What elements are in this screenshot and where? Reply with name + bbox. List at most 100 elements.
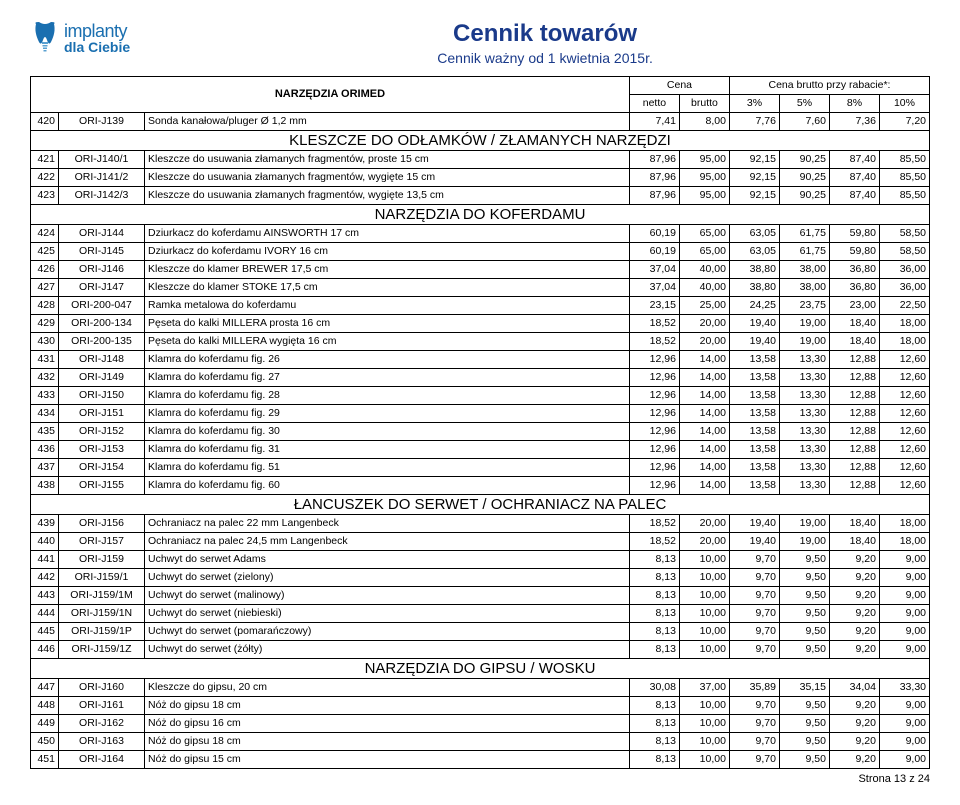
- row-index: 424: [31, 225, 59, 243]
- price-10pct: 7,20: [879, 113, 929, 131]
- price-10pct: 9,00: [879, 641, 929, 659]
- product-code: ORI-J153: [59, 441, 145, 459]
- table-row: 448ORI-J161Nóż do gipsu 18 cm8,1310,009,…: [31, 697, 930, 715]
- price-10pct: 9,00: [879, 569, 929, 587]
- product-desc: Uchwyt do serwet (malinowy): [145, 587, 630, 605]
- product-code: ORI-J147: [59, 279, 145, 297]
- price-10pct: 12,60: [879, 369, 929, 387]
- product-code: ORI-J159/1Z: [59, 641, 145, 659]
- price-brutto: 10,00: [679, 697, 729, 715]
- logo: implanty dla Ciebie: [30, 20, 130, 56]
- price-3pct: 19,40: [729, 333, 779, 351]
- section-title: NARZĘDZIA DO KOFERDAMU: [31, 205, 930, 225]
- product-desc: Ochraniacz na palec 22 mm Langenbeck: [145, 515, 630, 533]
- price-brutto: 95,00: [679, 151, 729, 169]
- price-5pct: 23,75: [779, 297, 829, 315]
- price-5pct: 13,30: [779, 459, 829, 477]
- table-row: 426ORI-J146Kleszcze do klamer BREWER 17,…: [31, 261, 930, 279]
- table-row: 422ORI-J141/2Kleszcze do usuwania złaman…: [31, 169, 930, 187]
- price-brutto: 20,00: [679, 333, 729, 351]
- table-row: 438ORI-J155Klamra do koferdamu fig. 6012…: [31, 477, 930, 495]
- price-3pct: 92,15: [729, 187, 779, 205]
- price-netto: 12,96: [629, 459, 679, 477]
- product-desc: Kleszcze do klamer STOKE 17,5 cm: [145, 279, 630, 297]
- table-row: ŁANCUSZEK DO SERWET / OCHRANIACZ NA PALE…: [31, 495, 930, 515]
- header-netto: netto: [629, 95, 679, 113]
- price-netto: 87,96: [629, 187, 679, 205]
- row-index: 439: [31, 515, 59, 533]
- row-index: 422: [31, 169, 59, 187]
- price-5pct: 13,30: [779, 477, 829, 495]
- price-8pct: 18,40: [829, 333, 879, 351]
- table-row: 423ORI-J142/3Kleszcze do usuwania złaman…: [31, 187, 930, 205]
- price-3pct: 24,25: [729, 297, 779, 315]
- price-netto: 12,96: [629, 369, 679, 387]
- price-8pct: 9,20: [829, 715, 879, 733]
- product-desc: Klamra do koferdamu fig. 26: [145, 351, 630, 369]
- price-5pct: 90,25: [779, 187, 829, 205]
- table-row: 427ORI-J147Kleszcze do klamer STOKE 17,5…: [31, 279, 930, 297]
- price-brutto: 10,00: [679, 605, 729, 623]
- price-brutto: 10,00: [679, 751, 729, 769]
- price-netto: 60,19: [629, 225, 679, 243]
- price-netto: 8,13: [629, 587, 679, 605]
- product-desc: Ramka metalowa do koferdamu: [145, 297, 630, 315]
- price-8pct: 12,88: [829, 351, 879, 369]
- price-10pct: 18,00: [879, 533, 929, 551]
- page-header: implanty dla Ciebie Cennik towarów Cenni…: [30, 20, 930, 66]
- product-code: ORI-J162: [59, 715, 145, 733]
- price-netto: 8,13: [629, 751, 679, 769]
- product-code: ORI-J149: [59, 369, 145, 387]
- price-netto: 8,13: [629, 551, 679, 569]
- table-row: KLESZCZE DO ODŁAMKÓW / ZŁAMANYCH NARZĘDZ…: [31, 131, 930, 151]
- price-5pct: 13,30: [779, 351, 829, 369]
- price-brutto: 14,00: [679, 405, 729, 423]
- price-5pct: 9,50: [779, 751, 829, 769]
- header-10pct: 10%: [879, 95, 929, 113]
- price-8pct: 12,88: [829, 477, 879, 495]
- product-code: ORI-J152: [59, 423, 145, 441]
- price-netto: 8,13: [629, 569, 679, 587]
- price-3pct: 92,15: [729, 169, 779, 187]
- price-brutto: 8,00: [679, 113, 729, 131]
- row-index: 438: [31, 477, 59, 495]
- price-10pct: 12,60: [879, 459, 929, 477]
- price-5pct: 9,50: [779, 605, 829, 623]
- product-desc: Kleszcze do usuwania złamanych fragmentó…: [145, 169, 630, 187]
- table-body: 420ORI-J139Sonda kanałowa/pluger Ø 1,2 m…: [31, 113, 930, 769]
- product-code: ORI-J155: [59, 477, 145, 495]
- row-index: 420: [31, 113, 59, 131]
- price-netto: 18,52: [629, 533, 679, 551]
- price-netto: 30,08: [629, 679, 679, 697]
- table-header: NARZĘDZIA ORIMED Cena Cena brutto przy r…: [31, 77, 930, 113]
- price-5pct: 13,30: [779, 441, 829, 459]
- price-3pct: 63,05: [729, 225, 779, 243]
- product-code: ORI-200-134: [59, 315, 145, 333]
- price-3pct: 19,40: [729, 515, 779, 533]
- product-desc: Pęseta do kalki MILLERA prosta 16 cm: [145, 315, 630, 333]
- price-8pct: 87,40: [829, 187, 879, 205]
- product-code: ORI-J151: [59, 405, 145, 423]
- product-desc: Ochraniacz na palec 24,5 mm Langenbeck: [145, 533, 630, 551]
- row-index: 447: [31, 679, 59, 697]
- price-5pct: 9,50: [779, 569, 829, 587]
- table-row: 436ORI-J153Klamra do koferdamu fig. 3112…: [31, 441, 930, 459]
- product-desc: Pęseta do kalki MILLERA wygięta 16 cm: [145, 333, 630, 351]
- price-5pct: 90,25: [779, 169, 829, 187]
- product-code: ORI-J145: [59, 243, 145, 261]
- price-5pct: 19,00: [779, 515, 829, 533]
- price-brutto: 20,00: [679, 515, 729, 533]
- price-8pct: 9,20: [829, 733, 879, 751]
- price-3pct: 38,80: [729, 279, 779, 297]
- header-brutto: brutto: [679, 95, 729, 113]
- product-desc: Sonda kanałowa/pluger Ø 1,2 mm: [145, 113, 630, 131]
- row-index: 451: [31, 751, 59, 769]
- product-code: ORI-J159/1N: [59, 605, 145, 623]
- price-netto: 12,96: [629, 441, 679, 459]
- row-index: 421: [31, 151, 59, 169]
- product-code: ORI-J154: [59, 459, 145, 477]
- price-brutto: 10,00: [679, 551, 729, 569]
- price-5pct: 9,50: [779, 623, 829, 641]
- price-3pct: 9,70: [729, 605, 779, 623]
- product-desc: Klamra do koferdamu fig. 51: [145, 459, 630, 477]
